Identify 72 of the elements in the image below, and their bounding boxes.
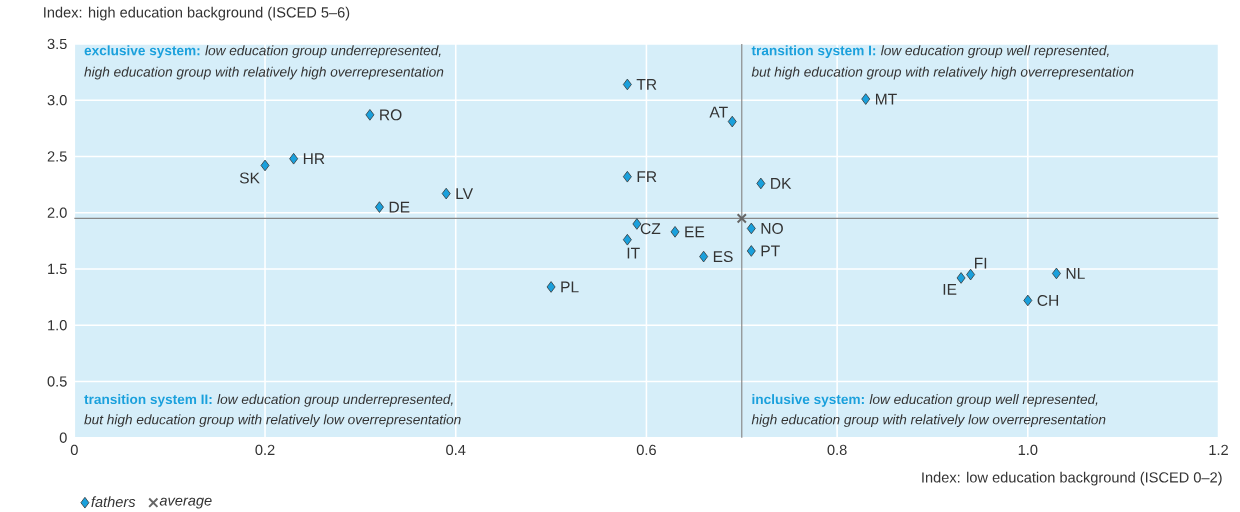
annotation: IT bbox=[627, 247, 640, 259]
point bbox=[756, 177, 766, 190]
annotation: FI bbox=[975, 257, 987, 269]
annotation: CH bbox=[1037, 294, 1059, 306]
annotation: RO bbox=[380, 109, 402, 121]
annotation: low education group underrepresented, bbox=[205, 45, 441, 59]
annotation: but high education group with relatively high overrepresentation bbox=[751, 66, 1134, 80]
point bbox=[746, 245, 756, 257]
annotation: FR bbox=[637, 171, 657, 183]
x-tick-label: 1.0 bbox=[1018, 444, 1038, 456]
annotation: low education group well represented, bbox=[880, 45, 1109, 59]
y-axis-title: Index: high education background (ISCED 5–6) bbox=[44, 6, 350, 21]
point bbox=[622, 78, 632, 91]
annotation: NL bbox=[1066, 268, 1085, 279]
annotation: high education group with relatively low overrepresentation bbox=[751, 414, 1106, 428]
annotation: LV bbox=[456, 188, 474, 199]
annotation: EE bbox=[685, 226, 705, 238]
annotation: inclusive system: bbox=[752, 394, 864, 407]
y-tick-label: 1.0 bbox=[48, 320, 67, 331]
legend-label: fathers bbox=[91, 496, 136, 508]
point bbox=[289, 152, 299, 165]
annotation: DE bbox=[389, 201, 410, 213]
annotation: exclusive system: bbox=[84, 45, 200, 59]
y-tick-label: 0 bbox=[59, 432, 67, 443]
annotation: TR bbox=[636, 79, 657, 90]
x-axis-title: Index: low education background (ISCED 0–2) bbox=[922, 471, 1222, 486]
x-tick-label: 1.2 bbox=[1209, 444, 1228, 455]
annotation: IE bbox=[943, 284, 957, 295]
annotation: ES bbox=[713, 251, 733, 263]
point bbox=[375, 201, 384, 213]
y-tick-label: 3.0 bbox=[47, 95, 67, 106]
y-tick-label: 2.0 bbox=[47, 207, 67, 218]
point bbox=[956, 272, 966, 284]
y-tick-label: 1.5 bbox=[48, 263, 67, 275]
annotation: high education group with relatively high overrepresentation bbox=[84, 66, 444, 80]
x-tick-label: 0.6 bbox=[636, 444, 656, 456]
point bbox=[861, 93, 871, 105]
point bbox=[727, 115, 737, 128]
annotation: PL bbox=[561, 281, 579, 293]
annotation: transition system I: bbox=[751, 45, 876, 59]
point bbox=[966, 268, 976, 281]
annotation: HR bbox=[303, 153, 325, 165]
x-tick-label: 0.4 bbox=[446, 444, 466, 456]
annotation: CZ bbox=[640, 223, 661, 235]
x-tick-label: 0 bbox=[70, 444, 78, 456]
y-tick-label: 3.5 bbox=[47, 38, 67, 50]
y-tick-label: 2.5 bbox=[47, 151, 67, 162]
annotation: SK bbox=[239, 172, 260, 184]
point bbox=[736, 213, 747, 224]
annotation: NO bbox=[761, 222, 783, 234]
annotation: PT bbox=[761, 245, 780, 257]
point bbox=[1023, 294, 1033, 307]
annotation: MT bbox=[875, 93, 897, 105]
x-tick-label: 0.2 bbox=[255, 444, 275, 456]
point bbox=[699, 250, 709, 263]
annotation: AT bbox=[709, 106, 728, 118]
annotation: low education group underrepresented, bbox=[217, 394, 453, 407]
annotation: DK bbox=[771, 178, 792, 189]
point bbox=[622, 170, 632, 183]
point bbox=[546, 281, 556, 293]
point bbox=[365, 109, 375, 121]
point bbox=[670, 226, 680, 238]
legend-label: average bbox=[159, 497, 212, 509]
point bbox=[746, 222, 756, 235]
annotation: but high education group with relatively low overrepresentation bbox=[84, 414, 461, 428]
annotation: low education group well represented, bbox=[869, 394, 1098, 407]
annotation: transition system II: bbox=[84, 394, 212, 407]
point bbox=[441, 187, 451, 200]
x-tick-label: 0.8 bbox=[827, 444, 847, 456]
y-tick-label: 0.5 bbox=[47, 376, 67, 387]
point bbox=[260, 159, 270, 172]
point bbox=[622, 233, 632, 246]
